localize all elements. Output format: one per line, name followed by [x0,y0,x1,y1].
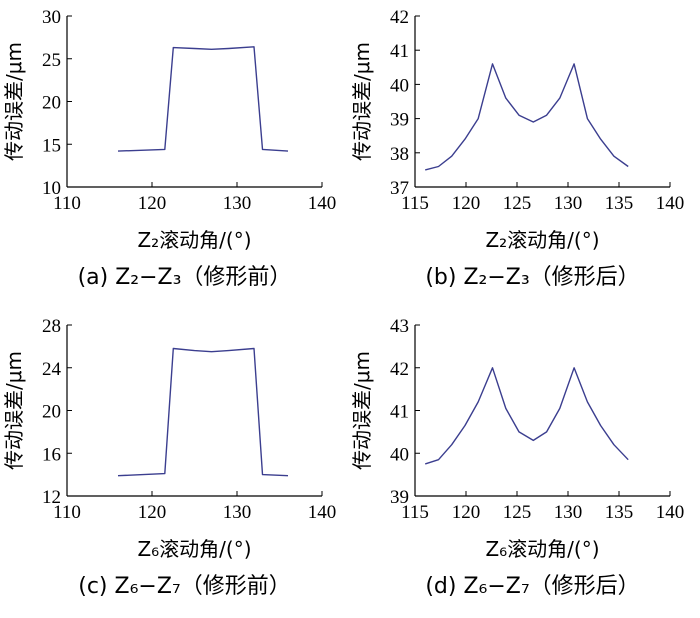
y-tick-label: 39 [390,110,409,131]
x-tick-label: 110 [53,193,81,214]
x-axis-label: Z₂滚动角/(°) [485,228,599,252]
y-tick-label: 43 [390,316,409,337]
y-tick-label: 30 [42,7,61,28]
chart-panel-c: 110 120 130 140 12 16 20 24 28 Z₆滚动角/(°) 传动误差/μm (c… [2,316,336,599]
x-tick-label: 140 [308,502,337,523]
y-tick-label: 42 [390,359,409,380]
series-line [425,63,629,171]
y-tick-label: 20 [42,93,61,114]
y-tick-label: 16 [42,444,61,465]
x-tick-label: 120 [452,502,481,523]
x-tick-label: 135 [605,502,634,523]
y-tick-label: 24 [42,359,62,380]
x-tick-label: 120 [138,193,167,214]
y-tick-label: 25 [42,50,61,71]
x-tick-label: 110 [53,502,81,523]
panel-caption: (b) Z₂−Z₃（修形后） [425,265,639,290]
y-tick-label: 37 [390,178,409,199]
y-axis-label: 传动误差/μm [2,351,26,470]
x-tick-label: 125 [503,193,532,214]
y-tick-label: 40 [390,444,409,465]
chart-panel-d: 115 120 125 130 135 140 39 40 41 42 43 Z₆滚动角/(°) 传动误… [350,316,684,599]
x-tick-label: 120 [452,193,481,214]
x-tick-label: 140 [308,193,337,214]
series-line [117,46,289,152]
y-axis-label: 传动误差/μm [2,42,26,161]
x-tick-label: 115 [401,193,429,214]
x-tick-label: 130 [223,193,252,214]
y-axis-label: 传动误差/μm [350,351,374,470]
y-tick-label: 41 [390,41,409,62]
x-tick-label: 140 [656,193,685,214]
y-tick-label: 40 [390,75,409,96]
panel-caption: (d) Z₆−Z₇（修形后） [425,574,639,599]
y-tick-label: 41 [390,402,409,423]
chart-panel-b: 115 120 125 130 135 140 37 38 39 40 41 42 Z₂滚动角/(°) 传… [350,7,684,290]
y-tick-label: 38 [390,144,409,165]
series-line [117,347,289,477]
x-tick-label: 130 [554,502,583,523]
x-tick-label: 130 [223,502,252,523]
x-tick-label: 125 [503,502,532,523]
x-tick-label: 115 [401,502,429,523]
y-tick-label: 10 [42,178,61,199]
y-tick-label: 20 [42,402,61,423]
panel-caption: (a) Z₂−Z₃（修形前） [78,265,292,290]
y-tick-label: 39 [390,487,409,508]
x-axis-label: Z₆滚动角/(°) [137,537,251,561]
x-axis-label: Z₂滚动角/(°) [137,228,251,252]
y-tick-label: 28 [42,316,61,337]
x-tick-label: 135 [605,193,634,214]
y-tick-label: 15 [42,135,61,156]
chart-panel-a: 110 120 130 140 10 15 20 25 30 Z₂滚动角/(°) 传动误差/μm (a… [2,7,336,290]
y-tick-label: 42 [390,7,409,28]
series-line [424,367,629,465]
x-axis-label: Z₆滚动角/(°) [485,537,599,561]
x-tick-label: 120 [138,502,167,523]
y-tick-label: 12 [42,487,61,508]
x-tick-label: 140 [656,502,685,523]
x-tick-label: 130 [554,193,583,214]
y-axis-label: 传动误差/μm [350,42,374,161]
panel-caption: (c) Z₆−Z₇（修形前） [78,574,290,599]
